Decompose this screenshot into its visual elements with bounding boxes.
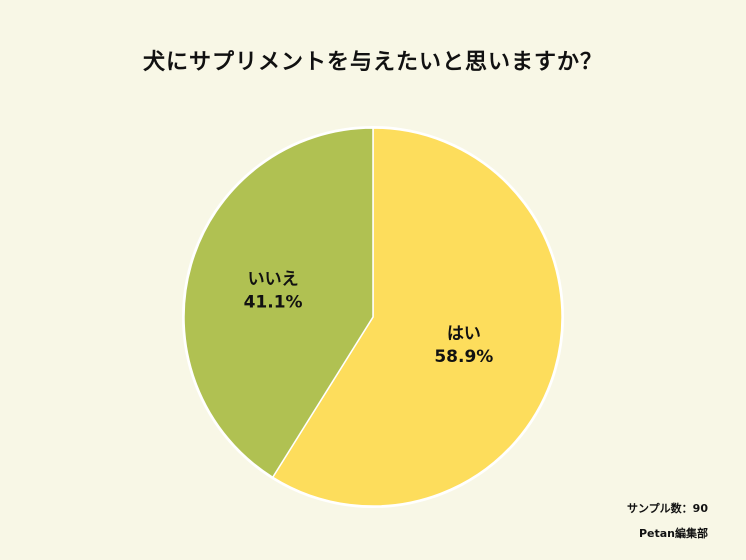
- slice-category-label: はい: [447, 324, 481, 344]
- pie-slice-yes: [271, 127, 563, 507]
- slice-category-label: いいえ: [248, 269, 299, 289]
- sample-size: サンプル数：90: [627, 502, 708, 515]
- chart-title: 犬にサプリメントを与えたいと思いますか？: [142, 50, 603, 75]
- pie-slice-no: [183, 127, 374, 479]
- slice-value-label: 41.1%: [244, 292, 303, 312]
- slice-value-label: 58.9%: [434, 347, 493, 367]
- credit: Petan編集部: [638, 527, 708, 540]
